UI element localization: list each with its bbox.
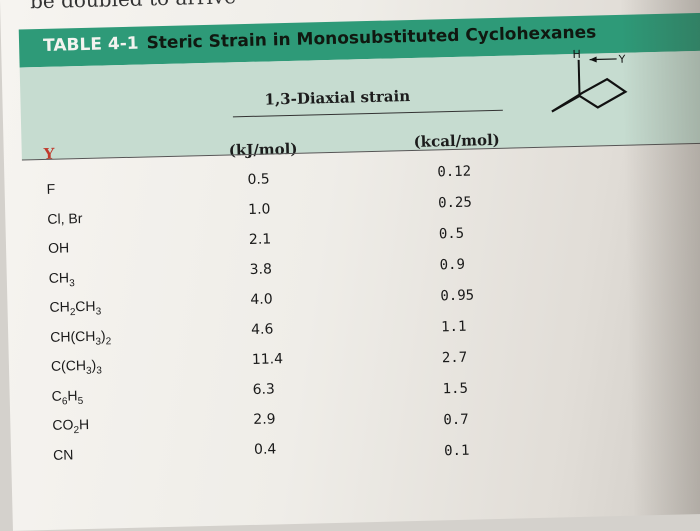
cell-kj-value: 1.0 [248,201,271,218]
cyclohexane-diagram: H Y [551,48,628,113]
cell-kj-value: 4.0 [250,291,273,308]
cell-substituent: CH2CH3 [49,297,102,319]
cell-substituent: C6H5 [51,386,84,407]
cell-kcal-value: 0.1 [443,442,470,460]
group-header: 1,3-Diaxial strain [264,87,411,109]
h-atom-label: H [572,48,581,61]
cyclohexane-ring [551,77,628,113]
cell-kcal-value: 1.5 [442,380,469,398]
cell-kj-value: 0.5 [247,171,270,189]
table-label: TABLE 4-1 [42,33,139,56]
cell-kj-value: 0.4 [253,441,277,458]
cell-kcal-value: 0.12 [437,163,472,181]
cell-substituent: CO2H [52,415,90,437]
cell-kcal-value: 2.7 [441,349,468,367]
column-header-kj: (kJ/mol) [228,139,298,160]
cell-kj-value: 11.4 [251,351,284,368]
previous-text-fragment: be doubled to arrive [30,0,236,13]
cell-substituent: C(CH3)3 [50,356,103,377]
cell-kj-value: 3.8 [249,261,273,278]
cell-substituent: CH(CH3)2 [50,327,112,348]
cell-kj-value: 4.6 [250,321,274,338]
cell-substituent: CN [52,445,74,463]
cell-substituent: F [46,180,56,197]
axial-bond [577,59,581,96]
y-atom-label: Y [617,53,625,66]
cell-kj-value: 6.3 [252,381,276,398]
cell-kcal-value: 0.5 [438,225,465,243]
cell-kcal-value: 0.7 [443,411,469,429]
cell-substituent: CH3 [48,268,75,289]
arrow-head [589,56,597,63]
table-caption: TABLE 4-1 Steric Strain in Monosubstitute… [43,22,597,56]
cell-substituent: OH [47,239,70,256]
page-shadow [619,0,700,516]
cell-kcal-value: 0.95 [440,287,475,305]
cell-kcal-value: 0.25 [437,194,473,212]
table-title: Steric Strain in Monosubstituted Cyclohe… [146,22,597,54]
cell-kj-value: 2.9 [253,411,276,428]
cell-kcal-value: 0.9 [439,256,466,274]
column-header-y: Y [43,144,55,163]
cell-kj-value: 2.1 [248,231,272,248]
cell-kcal-value: 1.1 [440,318,467,336]
cell-substituent: Cl, Br [47,209,83,227]
